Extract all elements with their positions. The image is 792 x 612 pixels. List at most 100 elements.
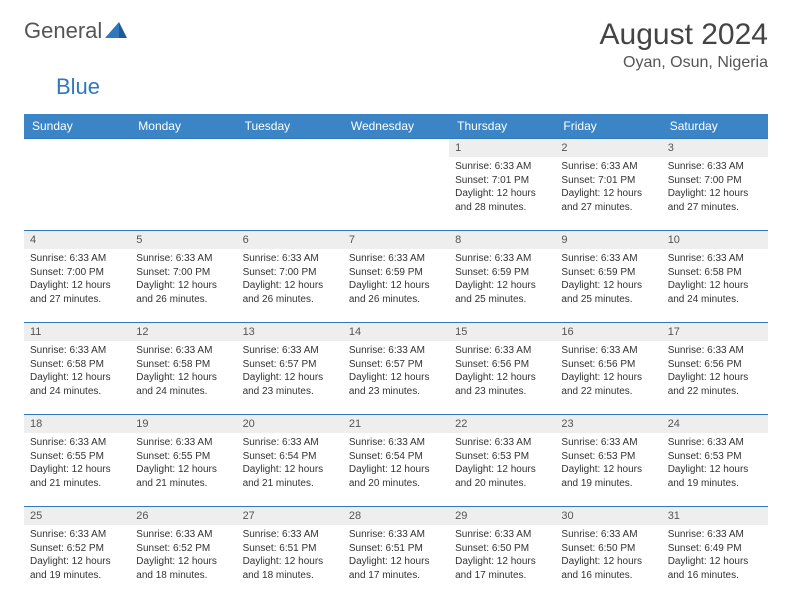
- calendar-day-cell: 11Sunrise: 6:33 AMSunset: 6:58 PMDayligh…: [24, 323, 130, 415]
- day-details: Sunrise: 6:33 AMSunset: 6:53 PMDaylight:…: [555, 433, 661, 493]
- calendar-day-cell: 5Sunrise: 6:33 AMSunset: 7:00 PMDaylight…: [130, 231, 236, 323]
- day-details: Sunrise: 6:33 AMSunset: 6:53 PMDaylight:…: [449, 433, 555, 493]
- day-details: Sunrise: 6:33 AMSunset: 6:54 PMDaylight:…: [343, 433, 449, 493]
- day-details: Sunrise: 6:33 AMSunset: 7:00 PMDaylight:…: [237, 249, 343, 309]
- weekday-header: Monday: [130, 114, 236, 139]
- day-details: Sunrise: 6:33 AMSunset: 7:01 PMDaylight:…: [449, 157, 555, 217]
- day-details: Sunrise: 6:33 AMSunset: 6:57 PMDaylight:…: [343, 341, 449, 401]
- day-details: Sunrise: 6:33 AMSunset: 7:00 PMDaylight:…: [662, 157, 768, 217]
- day-details: Sunrise: 6:33 AMSunset: 6:58 PMDaylight:…: [662, 249, 768, 309]
- calendar-day-cell: 8Sunrise: 6:33 AMSunset: 6:59 PMDaylight…: [449, 231, 555, 323]
- calendar-day-cell: 6Sunrise: 6:33 AMSunset: 7:00 PMDaylight…: [237, 231, 343, 323]
- calendar-week-row: 18Sunrise: 6:33 AMSunset: 6:55 PMDayligh…: [24, 415, 768, 507]
- weekday-header: Saturday: [662, 114, 768, 139]
- day-number: 12: [130, 323, 236, 341]
- month-title: August 2024: [600, 18, 768, 52]
- day-number: 11: [24, 323, 130, 341]
- day-number: 22: [449, 415, 555, 433]
- calendar-day-cell: 27Sunrise: 6:33 AMSunset: 6:51 PMDayligh…: [237, 507, 343, 599]
- day-number: 9: [555, 231, 661, 249]
- day-details: Sunrise: 6:33 AMSunset: 7:00 PMDaylight:…: [130, 249, 236, 309]
- calendar-day-cell: 17Sunrise: 6:33 AMSunset: 6:56 PMDayligh…: [662, 323, 768, 415]
- day-number: 2: [555, 139, 661, 157]
- day-details: Sunrise: 6:33 AMSunset: 6:53 PMDaylight:…: [662, 433, 768, 493]
- calendar-week-row: 11Sunrise: 6:33 AMSunset: 6:58 PMDayligh…: [24, 323, 768, 415]
- day-details: Sunrise: 6:33 AMSunset: 6:52 PMDaylight:…: [24, 525, 130, 585]
- day-number: 13: [237, 323, 343, 341]
- calendar-week-row: 4Sunrise: 6:33 AMSunset: 7:00 PMDaylight…: [24, 231, 768, 323]
- calendar-day-cell: 13Sunrise: 6:33 AMSunset: 6:57 PMDayligh…: [237, 323, 343, 415]
- brand-triangle-icon: [105, 20, 127, 43]
- day-number: 3: [662, 139, 768, 157]
- day-number: 1: [449, 139, 555, 157]
- calendar-day-cell: 3Sunrise: 6:33 AMSunset: 7:00 PMDaylight…: [662, 139, 768, 231]
- day-number: 23: [555, 415, 661, 433]
- day-number: 15: [449, 323, 555, 341]
- calendar-day-cell: 26Sunrise: 6:33 AMSunset: 6:52 PMDayligh…: [130, 507, 236, 599]
- calendar-day-cell: 31Sunrise: 6:33 AMSunset: 6:49 PMDayligh…: [662, 507, 768, 599]
- day-number: 10: [662, 231, 768, 249]
- calendar-day-cell: 7Sunrise: 6:33 AMSunset: 6:59 PMDaylight…: [343, 231, 449, 323]
- day-details: Sunrise: 6:33 AMSunset: 6:56 PMDaylight:…: [555, 341, 661, 401]
- weekday-header: Wednesday: [343, 114, 449, 139]
- calendar-day-cell: 10Sunrise: 6:33 AMSunset: 6:58 PMDayligh…: [662, 231, 768, 323]
- calendar-day-cell: 1Sunrise: 6:33 AMSunset: 7:01 PMDaylight…: [449, 139, 555, 231]
- day-number: 8: [449, 231, 555, 249]
- day-number: 21: [343, 415, 449, 433]
- day-number: 28: [343, 507, 449, 525]
- day-number: 27: [237, 507, 343, 525]
- calendar-day-cell: 12Sunrise: 6:33 AMSunset: 6:58 PMDayligh…: [130, 323, 236, 415]
- weekday-header: Sunday: [24, 114, 130, 139]
- day-details: Sunrise: 6:33 AMSunset: 6:49 PMDaylight:…: [662, 525, 768, 585]
- day-details: Sunrise: 6:33 AMSunset: 7:00 PMDaylight:…: [24, 249, 130, 309]
- day-number: 18: [24, 415, 130, 433]
- weekday-header: Friday: [555, 114, 661, 139]
- calendar-day-cell: 29Sunrise: 6:33 AMSunset: 6:50 PMDayligh…: [449, 507, 555, 599]
- day-number: 26: [130, 507, 236, 525]
- calendar-day-cell: 16Sunrise: 6:33 AMSunset: 6:56 PMDayligh…: [555, 323, 661, 415]
- calendar-day-cell: 21Sunrise: 6:33 AMSunset: 6:54 PMDayligh…: [343, 415, 449, 507]
- day-number: 25: [24, 507, 130, 525]
- day-number: 6: [237, 231, 343, 249]
- calendar-day-cell: 24Sunrise: 6:33 AMSunset: 6:53 PMDayligh…: [662, 415, 768, 507]
- calendar-day-cell: 22Sunrise: 6:33 AMSunset: 6:53 PMDayligh…: [449, 415, 555, 507]
- calendar-day-cell: [24, 139, 130, 231]
- day-details: Sunrise: 6:33 AMSunset: 6:59 PMDaylight:…: [449, 249, 555, 309]
- calendar-day-cell: 19Sunrise: 6:33 AMSunset: 6:55 PMDayligh…: [130, 415, 236, 507]
- day-details: Sunrise: 6:33 AMSunset: 6:56 PMDaylight:…: [449, 341, 555, 401]
- calendar-day-cell: 23Sunrise: 6:33 AMSunset: 6:53 PMDayligh…: [555, 415, 661, 507]
- day-details: Sunrise: 6:33 AMSunset: 6:58 PMDaylight:…: [130, 341, 236, 401]
- weekday-header: Thursday: [449, 114, 555, 139]
- day-details: Sunrise: 6:33 AMSunset: 6:58 PMDaylight:…: [24, 341, 130, 401]
- day-details: Sunrise: 6:33 AMSunset: 7:01 PMDaylight:…: [555, 157, 661, 217]
- day-details: Sunrise: 6:33 AMSunset: 6:54 PMDaylight:…: [237, 433, 343, 493]
- day-details: Sunrise: 6:33 AMSunset: 6:51 PMDaylight:…: [237, 525, 343, 585]
- calendar-day-cell: 18Sunrise: 6:33 AMSunset: 6:55 PMDayligh…: [24, 415, 130, 507]
- day-details: Sunrise: 6:33 AMSunset: 6:55 PMDaylight:…: [130, 433, 236, 493]
- calendar-day-cell: 9Sunrise: 6:33 AMSunset: 6:59 PMDaylight…: [555, 231, 661, 323]
- weekday-header-row: SundayMondayTuesdayWednesdayThursdayFrid…: [24, 114, 768, 139]
- day-number: 24: [662, 415, 768, 433]
- calendar-table: SundayMondayTuesdayWednesdayThursdayFrid…: [24, 114, 768, 599]
- day-number: 30: [555, 507, 661, 525]
- day-number: 16: [555, 323, 661, 341]
- calendar-body: 1Sunrise: 6:33 AMSunset: 7:01 PMDaylight…: [24, 139, 768, 599]
- calendar-week-row: 1Sunrise: 6:33 AMSunset: 7:01 PMDaylight…: [24, 139, 768, 231]
- calendar-day-cell: 28Sunrise: 6:33 AMSunset: 6:51 PMDayligh…: [343, 507, 449, 599]
- day-number: 7: [343, 231, 449, 249]
- day-number: 31: [662, 507, 768, 525]
- day-number: 14: [343, 323, 449, 341]
- calendar-day-cell: [130, 139, 236, 231]
- calendar-day-cell: 4Sunrise: 6:33 AMSunset: 7:00 PMDaylight…: [24, 231, 130, 323]
- calendar-day-cell: 25Sunrise: 6:33 AMSunset: 6:52 PMDayligh…: [24, 507, 130, 599]
- brand-part2: Blue: [56, 74, 100, 99]
- calendar-day-cell: 30Sunrise: 6:33 AMSunset: 6:50 PMDayligh…: [555, 507, 661, 599]
- brand-logo: General: [24, 18, 129, 44]
- calendar-week-row: 25Sunrise: 6:33 AMSunset: 6:52 PMDayligh…: [24, 507, 768, 599]
- title-block: August 2024 Oyan, Osun, Nigeria: [600, 18, 768, 72]
- day-number: 5: [130, 231, 236, 249]
- calendar-day-cell: 14Sunrise: 6:33 AMSunset: 6:57 PMDayligh…: [343, 323, 449, 415]
- brand-part1: General: [24, 18, 102, 44]
- day-number: 20: [237, 415, 343, 433]
- calendar-day-cell: [343, 139, 449, 231]
